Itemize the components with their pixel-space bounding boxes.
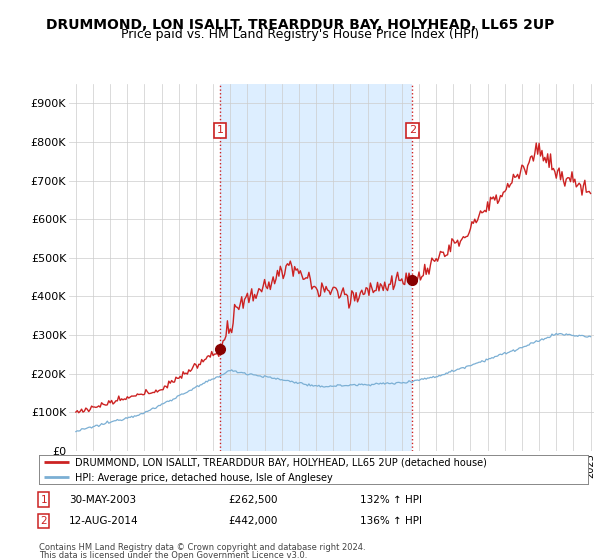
Text: 12-AUG-2014: 12-AUG-2014 [69,516,139,526]
Text: 136% ↑ HPI: 136% ↑ HPI [360,516,422,526]
Text: £262,500: £262,500 [228,494,277,505]
Text: This data is licensed under the Open Government Licence v3.0.: This data is licensed under the Open Gov… [39,551,307,560]
Text: 1: 1 [40,494,47,505]
Text: 30-MAY-2003: 30-MAY-2003 [69,494,136,505]
Bar [220,84,412,451]
Text: 2: 2 [40,516,47,526]
Text: 132% ↑ HPI: 132% ↑ HPI [360,494,422,505]
Text: 2: 2 [409,125,416,136]
Text: HPI: Average price, detached house, Isle of Anglesey: HPI: Average price, detached house, Isle… [74,473,332,483]
Text: £442,000: £442,000 [228,516,277,526]
Text: Price paid vs. HM Land Registry's House Price Index (HPI): Price paid vs. HM Land Registry's House … [121,28,479,41]
Text: DRUMMOND, LON ISALLT, TREARDDUR BAY, HOLYHEAD, LL65 2UP: DRUMMOND, LON ISALLT, TREARDDUR BAY, HOL… [46,18,554,32]
Text: Contains HM Land Registry data © Crown copyright and database right 2024.: Contains HM Land Registry data © Crown c… [39,543,365,552]
Text: 1: 1 [217,125,224,136]
Text: DRUMMOND, LON ISALLT, TREARDDUR BAY, HOLYHEAD, LL65 2UP (detached house): DRUMMOND, LON ISALLT, TREARDDUR BAY, HOL… [74,458,487,467]
